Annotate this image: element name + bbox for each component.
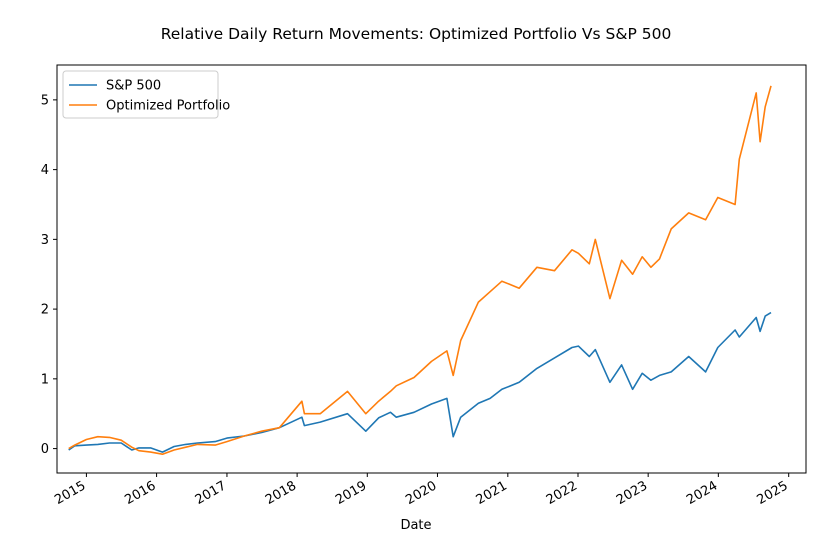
chart-title: Relative Daily Return Movements: Optimiz…: [161, 25, 672, 43]
x-tick-label: 2021: [474, 478, 510, 508]
y-tick-label: 5: [41, 93, 49, 108]
y-tick-label: 3: [41, 233, 49, 248]
legend-box: [62, 70, 219, 119]
x-axis-label: Date: [400, 518, 431, 533]
x-tick-label: 2018: [263, 478, 299, 508]
x-tick-label: 2017: [193, 478, 229, 508]
y-tick-label: 0: [41, 442, 49, 457]
legend: S&P 500 Optimized Portfolio: [62, 70, 230, 119]
plot-frame: [56, 64, 807, 474]
x-tick-label: 2016: [122, 478, 158, 508]
series-line-0: [68, 311, 772, 453]
plot-area: [57, 65, 806, 473]
x-tick-label: 2020: [403, 478, 439, 508]
legend-label-0: S&P 500: [106, 79, 161, 94]
x-tick-label: 2019: [333, 478, 369, 508]
x-tick-label: 2025: [755, 478, 791, 508]
y-tick-label: 4: [41, 163, 49, 178]
x-tick-label: 2024: [684, 478, 720, 508]
x-tick-label: 2015: [52, 478, 88, 508]
legend-label-1: Optimized Portfolio: [106, 99, 230, 114]
series-layer: [68, 85, 772, 455]
y-tick-label: 1: [41, 372, 49, 387]
x-tick-label: 2023: [614, 478, 650, 508]
x-axis: 2015 2016 2017 2018 2019 2020 2021 2022 2023 2024…: [52, 473, 791, 508]
y-axis: 0 1 2 3 4 5: [41, 93, 57, 457]
x-tick-label: 2022: [544, 478, 580, 508]
y-tick-label: 2: [41, 303, 49, 318]
series-line-1: [68, 85, 772, 455]
